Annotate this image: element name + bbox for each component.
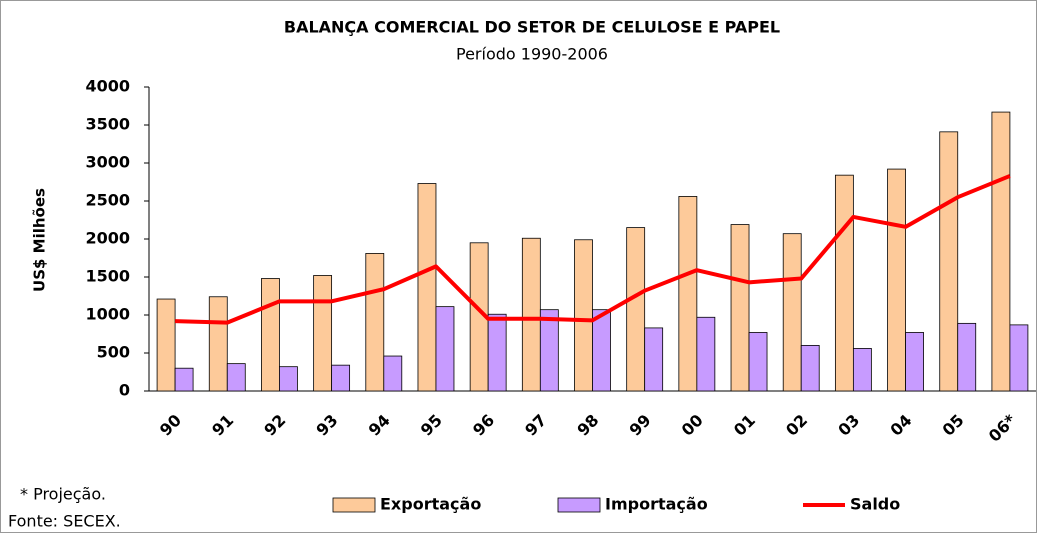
bar: [644, 327, 664, 392]
bar: [939, 131, 959, 392]
bar: [539, 309, 559, 392]
bar: [678, 196, 698, 392]
bar: [782, 233, 802, 392]
bar: [696, 316, 716, 392]
bar: [730, 224, 750, 392]
y-tick-label: 1500: [85, 267, 130, 286]
bar: [1009, 324, 1029, 392]
y-tick-label: 2000: [85, 229, 130, 248]
bar: [417, 183, 437, 392]
bar: [957, 322, 977, 392]
bar: [435, 306, 455, 392]
bar: [574, 239, 593, 392]
bar: [748, 332, 768, 392]
legend-swatch: [557, 497, 601, 513]
line-series: [175, 174, 1011, 325]
y-tick-label: 1000: [85, 305, 130, 324]
bar: [521, 237, 541, 392]
legend-label: Exportação: [380, 495, 481, 514]
legend-swatch: [332, 497, 376, 513]
bar: [226, 363, 246, 392]
bar: [156, 298, 176, 392]
note: Fonte: SECEX.: [8, 512, 121, 531]
bar: [174, 367, 194, 392]
bar: [487, 313, 507, 392]
y-axis-label: US$ Milhões: [31, 188, 49, 292]
y-tick-label: 2500: [85, 191, 130, 210]
bar: [887, 168, 906, 392]
bar: [991, 111, 1011, 392]
chart-title: BALANÇA COMERCIAL DO SETOR DE CELULOSE E…: [284, 18, 780, 37]
bar: [800, 344, 820, 392]
y-tick-label: 0: [119, 381, 130, 400]
legend-label: Saldo: [850, 495, 900, 514]
bar: [592, 309, 611, 392]
y-tick-label: 500: [97, 343, 130, 362]
bar: [626, 227, 646, 392]
bar: [331, 364, 351, 392]
legend-label: Importação: [605, 495, 708, 514]
bar: [365, 253, 385, 392]
bar: [261, 278, 280, 392]
note: * Projeção.: [20, 485, 106, 504]
bar: [313, 275, 333, 392]
bar: [834, 174, 854, 392]
y-tick-label: 4000: [85, 77, 130, 96]
y-tick-label: 3500: [85, 115, 130, 134]
bar: [279, 366, 298, 392]
bar: [208, 296, 228, 392]
bar: [905, 332, 924, 392]
chart-subtitle: Período 1990-2006: [456, 45, 608, 64]
bar: [852, 348, 872, 392]
bar: [383, 355, 403, 392]
y-tick-label: 3000: [85, 153, 130, 172]
